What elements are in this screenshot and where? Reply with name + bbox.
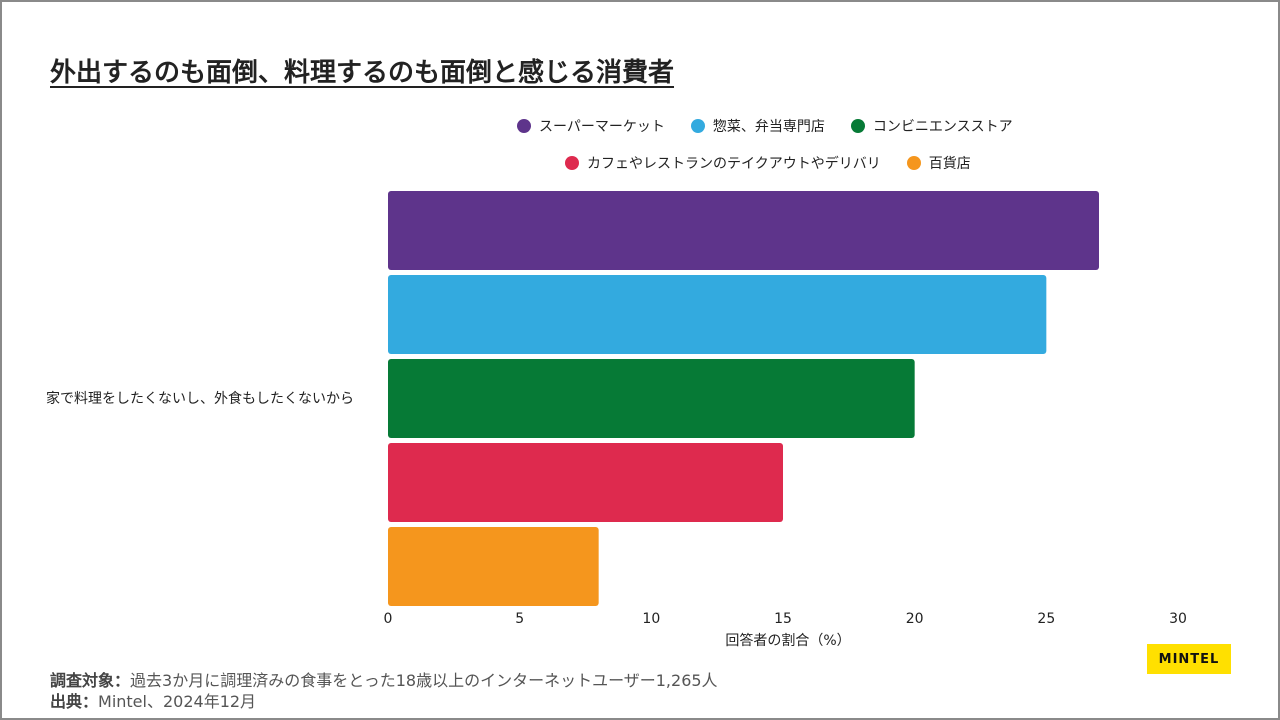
bar-supermarket	[388, 191, 1099, 270]
legend-dot	[906, 156, 921, 170]
legend-row-1: スーパーマーケット 惣菜、弁当専門店 コンビニエンスストア	[517, 116, 1013, 136]
bar-takeout	[388, 443, 783, 522]
x-tick-label: 5	[515, 611, 524, 627]
x-tick-label: 20	[906, 611, 924, 627]
legend-label: 惣菜、弁当専門店	[712, 119, 825, 135]
legend-label: 百貨店	[928, 156, 971, 172]
legend-label: スーパーマーケット	[539, 119, 665, 135]
page-title: 外出するのも面倒、料理するのも面倒と感じる消費者	[50, 58, 675, 88]
legend-dot	[850, 119, 865, 133]
legend-item-supermarket: スーパーマーケット	[517, 116, 665, 136]
survey-note: 調査対象：過去3か月に調理済みの食事をとった18歳以上のインターネットユーザー1…	[50, 670, 718, 691]
x-axis-label: 回答者の割合（%）	[725, 633, 851, 649]
legend-item-deli: 惣菜、弁当専門店	[690, 116, 825, 136]
source-text: Mintel、2024年12月	[98, 692, 257, 711]
legend-dot	[517, 119, 531, 133]
legend-item-convenience-store: コンビニエンスストア	[850, 116, 1013, 136]
category-label: 家で料理をしたくないし、外食もしたくないから	[46, 391, 354, 407]
legend-dot	[565, 156, 579, 170]
survey-label: 調査対象：	[50, 671, 131, 690]
legend-label: コンビニエンスストア	[872, 119, 1013, 135]
x-tick-label: 25	[1037, 611, 1055, 627]
legend-item-department-store: 百貨店	[906, 153, 971, 173]
legend-row-2: カフェやレストランのテイクアウトやデリバリ 百貨店	[565, 153, 971, 173]
x-tick-label: 10	[642, 611, 660, 627]
x-tick-label: 0	[384, 611, 393, 627]
x-tick-label: 30	[1169, 611, 1187, 627]
survey-text: 過去3か月に調理済みの食事をとった18歳以上のインターネットユーザー1,265人	[130, 671, 718, 690]
footer-notes: 調査対象：過去3か月に調理済みの食事をとった18歳以上のインターネットユーザー1…	[50, 670, 718, 712]
source-label: 出典：	[50, 692, 99, 711]
bar-department-store	[388, 527, 599, 606]
bar-deli	[388, 275, 1047, 354]
legend-dot	[690, 119, 705, 133]
legend-label: カフェやレストランのテイクアウトやデリバリ	[587, 156, 881, 172]
mintel-logo: MINTEL	[1147, 644, 1231, 674]
bar-convenience-store	[388, 359, 915, 438]
legend-item-takeout: カフェやレストランのテイクアウトやデリバリ	[565, 153, 881, 173]
x-tick-label: 15	[774, 611, 792, 627]
source-note: 出典：Mintel、2024年12月	[50, 691, 718, 712]
